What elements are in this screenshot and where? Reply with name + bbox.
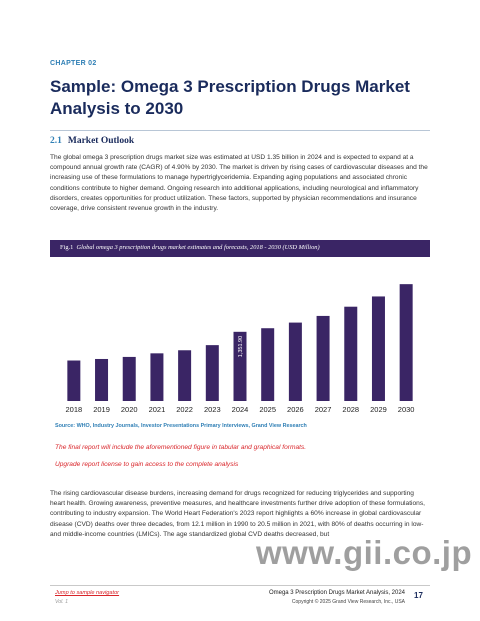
bar-2020 <box>122 356 136 401</box>
notice-final-report: The final report will include the aforem… <box>55 444 307 451</box>
x-label-2027: 2027 <box>315 405 332 414</box>
x-label-2029: 2029 <box>370 405 387 414</box>
section-title: Market Outlook <box>67 136 135 146</box>
watermark-logo: www.gii.co.jp <box>256 534 473 571</box>
footer-divider <box>50 585 430 586</box>
bar-2025 <box>261 328 275 401</box>
cvd-burden-paragraph: The rising cardiovascular disease burden… <box>50 490 425 538</box>
market-bar-chart: 2018 2019 2020 2021 2022 2023 2024 2025 2026 2027… <box>66 284 415 414</box>
x-label-2028: 2028 <box>342 405 359 414</box>
x-label-2024: 2024 <box>232 405 249 414</box>
figure-label: Fig.1 <box>60 244 74 251</box>
bar-2030 <box>399 284 413 401</box>
title-divider <box>50 130 430 131</box>
bar-2028 <box>344 306 358 401</box>
bar-2024 <box>233 331 247 401</box>
figure-caption-text: Global omega 3 prescription drugs market… <box>76 244 320 251</box>
chart-data-labels: 1,351.90 <box>238 336 244 357</box>
chart-bars <box>67 284 413 401</box>
figure-source: Source: WHO, Industry Journals, Investor… <box>55 423 307 429</box>
footer-report-title: Omega 3 Prescription Drugs Market Analys… <box>268 590 405 596</box>
x-label-2018: 2018 <box>66 405 83 414</box>
bar-2023 <box>205 345 219 401</box>
bar-2018 <box>67 360 81 401</box>
x-label-2021: 2021 <box>149 405 166 414</box>
x-label-2023: 2023 <box>204 405 221 414</box>
x-label-2030: 2030 <box>398 405 415 414</box>
figure-caption-bar: Fig.1 Global omega 3 prescription drugs … <box>50 240 430 257</box>
chart-x-labels: 2018 2019 2020 2021 2022 2023 2024 2025 2026 2027… <box>66 405 415 414</box>
notice-upgrade-license[interactable]: Upgrade report license to gain access to… <box>55 461 239 468</box>
data-label-2024: 1,351.90 <box>238 336 244 357</box>
x-label-2022: 2022 <box>176 405 193 414</box>
bar-2021 <box>150 353 164 401</box>
bar-2027 <box>316 315 330 401</box>
x-label-2025: 2025 <box>259 405 276 414</box>
bar-2022 <box>178 350 192 401</box>
section-heading: 2.1 Market Outlook <box>50 136 134 146</box>
jump-to-navigator-link[interactable]: Jump to sample navigator <box>55 590 120 596</box>
x-label-2026: 2026 <box>287 405 304 414</box>
page-number: 17 <box>414 591 423 600</box>
bar-2029 <box>371 296 385 401</box>
market-outlook-paragraph: The global omega 3 prescription drugs ma… <box>50 154 428 213</box>
x-label-2020: 2020 <box>121 405 138 414</box>
figure-caption: Fig.1 Global omega 3 prescription drugs … <box>60 244 320 251</box>
x-label-2019: 2019 <box>93 405 110 414</box>
footer-copyright: Copyright © 2025 Grand View Research, In… <box>291 599 405 605</box>
bar-2019 <box>95 358 109 401</box>
bar-2026 <box>288 322 302 401</box>
section-number: 2.1 <box>50 136 62 146</box>
volume-label: Vol. 1 <box>55 599 69 605</box>
chapter-label: CHAPTER 02 <box>50 60 97 67</box>
page-title: Sample: Omega 3 Prescription Drugs Marke… <box>50 77 410 118</box>
